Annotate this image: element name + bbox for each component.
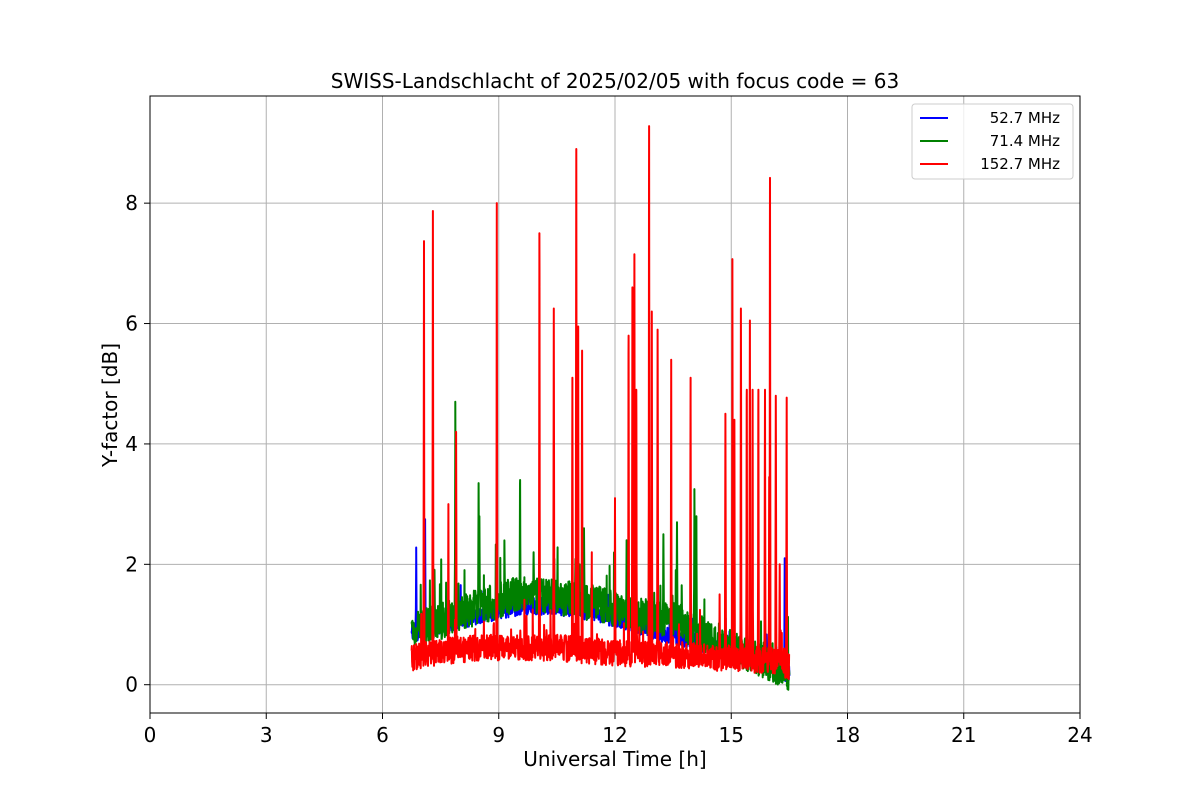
- x-axis-label: Universal Time [h]: [523, 747, 706, 771]
- y-tick-label: 6: [125, 312, 138, 336]
- legend-label: 71.4 MHz: [990, 132, 1060, 150]
- x-tick-label: 12: [602, 723, 627, 747]
- x-tick-label: 18: [835, 723, 860, 747]
- x-tick-label: 0: [144, 723, 157, 747]
- grid: [149, 96, 1081, 713]
- legend-label: 152.7 MHz: [980, 155, 1060, 173]
- plot-area: [410, 125, 791, 691]
- x-tick-label: 21: [951, 723, 976, 747]
- chart-title: SWISS-Landschlacht of 2025/02/05 with fo…: [331, 69, 899, 93]
- x-tick-label: 15: [719, 723, 744, 747]
- y-tick-label: 4: [125, 432, 138, 456]
- y-axis-label: Y-factor [dB]: [98, 343, 122, 468]
- x-tick-label: 6: [376, 723, 389, 747]
- y-tick-label: 2: [125, 552, 138, 576]
- series-line-3: [410, 125, 791, 680]
- x-axis: 0 3 6 9 12 15 18 21 24: [144, 713, 1093, 747]
- y-tick-label: 0: [125, 673, 138, 697]
- legend: 52.7 MHz 71.4 MHz 152.7 MHz: [911, 103, 1074, 180]
- x-tick-label: 24: [1067, 723, 1092, 747]
- legend-box: [911, 103, 1074, 180]
- x-tick-label: 3: [260, 723, 273, 747]
- y-tick-label: 8: [125, 191, 138, 215]
- legend-label: 52.7 MHz: [990, 109, 1060, 127]
- x-tick-label: 9: [492, 723, 505, 747]
- y-axis: 0 2 4 6 8: [125, 191, 150, 697]
